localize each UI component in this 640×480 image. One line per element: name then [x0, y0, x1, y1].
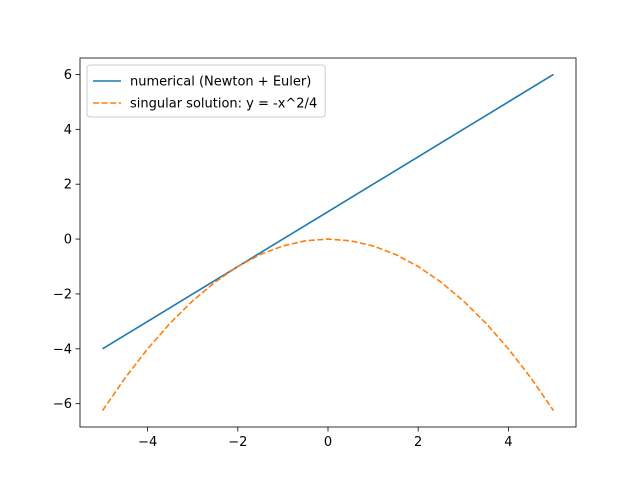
- y-tick-label: −2: [53, 287, 72, 302]
- x-axis: −4 −2 0 2 4: [138, 427, 513, 450]
- x-tick-label: −2: [228, 435, 247, 450]
- x-tick-label: 0: [324, 435, 332, 450]
- y-tick-label: 2: [64, 178, 72, 193]
- legend-label-2: singular solution: y = -x^2/4: [130, 97, 317, 112]
- y-tick-label: −4: [53, 342, 72, 357]
- y-tick-label: −6: [53, 397, 72, 412]
- y-tick-label: 6: [64, 68, 72, 83]
- y-tick-label: 4: [64, 123, 72, 138]
- legend: numerical (Newton + Euler) singular solut…: [86, 64, 326, 118]
- x-tick-label: 2: [414, 435, 422, 450]
- y-axis: −6 −4 −2 0 2 4 6: [53, 68, 80, 412]
- series-line-2: [101, 238, 555, 411]
- legend-label-1: numerical (Newton + Euler): [130, 75, 311, 90]
- y-tick-label: 0: [64, 233, 72, 248]
- series-line-1: [102, 73, 554, 350]
- series-layer: [101, 73, 555, 411]
- x-tick-label: 4: [504, 435, 512, 450]
- legend-box: [86, 64, 326, 118]
- x-tick-label: −4: [138, 435, 157, 450]
